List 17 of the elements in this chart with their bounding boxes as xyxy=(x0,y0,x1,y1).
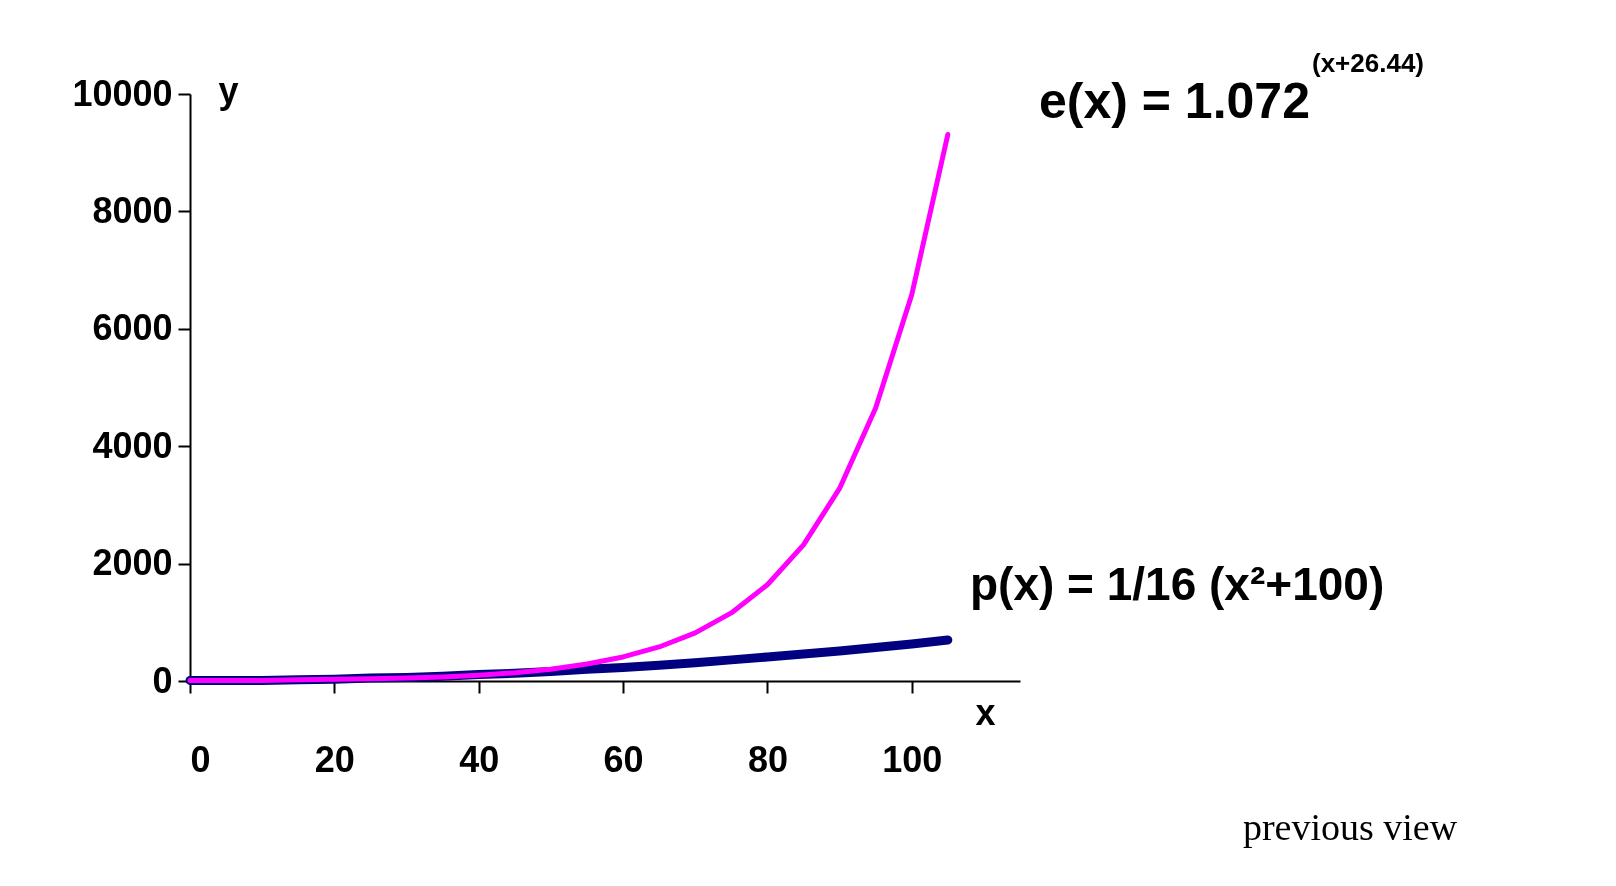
y-tick-label: 2000 xyxy=(92,542,173,584)
x-tick-label: 40 xyxy=(459,738,500,780)
y-tick-label: 10000 xyxy=(72,72,173,114)
x-tick-label: 60 xyxy=(603,738,644,780)
x-axis-title: x xyxy=(975,691,996,733)
y-tick-label: 0 xyxy=(152,659,173,701)
y-tick-label: 4000 xyxy=(92,424,173,466)
x-tick-label: 80 xyxy=(747,738,788,780)
x-tick-label: 20 xyxy=(314,738,355,780)
y-axis-title: y xyxy=(218,69,239,111)
series-label: e(x) = 1.072(x+26.44) xyxy=(1038,48,1425,129)
x-tick-label: 100 xyxy=(882,738,943,780)
text: previous view xyxy=(1242,806,1458,848)
y-tick-label: 8000 xyxy=(92,189,173,231)
series-label: p(x) = 1/16 (x²+100) xyxy=(970,558,1385,610)
x-tick-label: 0 xyxy=(190,738,211,780)
y-tick-label: 6000 xyxy=(92,307,173,349)
